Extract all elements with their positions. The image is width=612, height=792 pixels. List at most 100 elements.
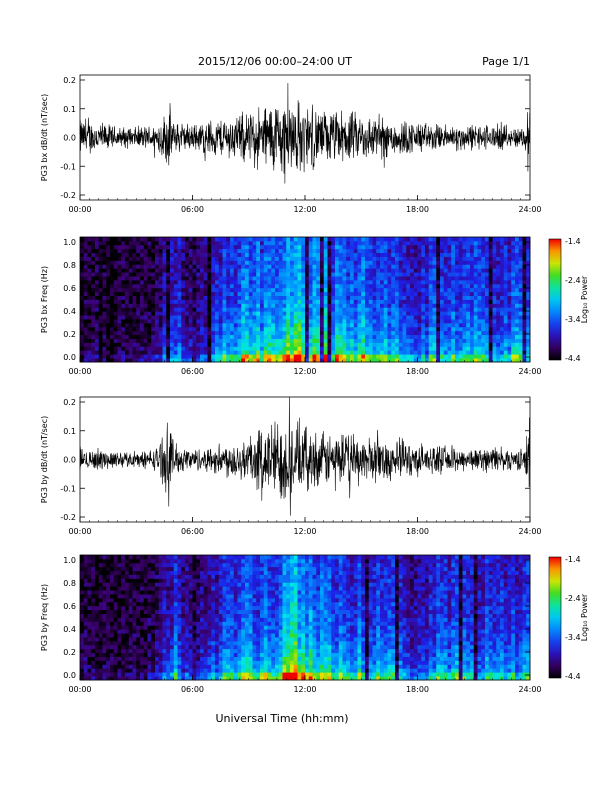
- spectrogram-cell: [462, 244, 467, 250]
- spectrogram-cell: [455, 240, 460, 246]
- spectrogram-cell: [338, 342, 343, 347]
- spectrogram-cell: [357, 315, 362, 320]
- spectrogram-cell: [503, 358, 508, 363]
- spectrogram-cell: [155, 237, 160, 242]
- spectrogram-cell: [518, 264, 523, 269]
- spectrogram-cell: [335, 268, 340, 273]
- spectrogram-cell: [263, 291, 268, 296]
- spectrogram-cell: [91, 322, 96, 328]
- spectrogram-cell: [155, 248, 160, 254]
- spectrogram-cell: [110, 629, 115, 634]
- spectrogram-cell: [166, 334, 171, 339]
- spectrogram-cell: [323, 268, 328, 273]
- spectrogram-cell: [177, 291, 182, 296]
- spectrogram-cell: [410, 279, 415, 285]
- spectrogram-cell: [428, 346, 433, 351]
- spectrogram-cell: [252, 279, 257, 285]
- spectrogram-cell: [335, 260, 340, 265]
- spectrogram-cell: [331, 252, 336, 257]
- spectrogram-cell: [222, 264, 227, 269]
- spectrogram-cell: [440, 252, 445, 257]
- spectrogram-cell: [372, 342, 377, 347]
- spectrogram-cell: [406, 303, 411, 308]
- spectrogram-cell: [338, 264, 343, 269]
- spectrogram-cell: [151, 668, 156, 673]
- spectrogram-cell: [455, 315, 460, 320]
- spectrogram-cell: [83, 664, 88, 669]
- spectrogram-cell: [211, 303, 216, 308]
- spectrogram-cell: [170, 244, 175, 250]
- spectrogram-cell: [338, 276, 343, 281]
- spectrogram-cell: [271, 256, 276, 261]
- spectrogram-cell: [91, 656, 96, 661]
- spectrogram-cell: [372, 334, 377, 339]
- spectrogram-cell: [98, 291, 103, 296]
- spectrogram-cell: [492, 295, 497, 300]
- spectrogram-cell: [218, 354, 223, 359]
- spectrogram-cell: [481, 256, 486, 261]
- spectrogram-cell: [80, 315, 85, 320]
- spectrogram-cell: [106, 590, 111, 595]
- spectrogram-cell: [417, 291, 422, 296]
- spectrogram-cell: [395, 287, 400, 293]
- spectrogram-cell: [91, 648, 96, 654]
- spectrogram-cell: [451, 326, 456, 332]
- spectrogram-cell: [196, 268, 201, 273]
- spectrogram-cell: [391, 338, 396, 343]
- spectrogram-cell: [83, 625, 88, 630]
- spectrogram-cell: [207, 279, 212, 285]
- spectrogram-cell: [387, 268, 392, 273]
- spectrogram-cell: [166, 276, 171, 281]
- spectrogram-cell: [305, 346, 310, 351]
- spectrogram-cell: [83, 570, 88, 575]
- spectrogram-cell: [132, 652, 137, 657]
- spectrogram-cell: [335, 279, 340, 285]
- spectrogram-cell: [432, 350, 437, 355]
- spectrogram-cell: [398, 311, 403, 316]
- spectrogram-cell: [241, 272, 246, 277]
- spectrogram-cell: [110, 664, 115, 669]
- spectrogram-cell: [518, 311, 523, 316]
- spectrogram-cell: [383, 342, 388, 347]
- spectrogram-cell: [338, 315, 343, 320]
- spectrogram-cell: [80, 354, 85, 359]
- spectrogram-cell: [95, 660, 100, 665]
- spectrogram-cell: [346, 252, 351, 257]
- spectrogram-cell: [233, 295, 238, 300]
- spectrogram-cell: [110, 676, 115, 681]
- spectrogram-cell: [151, 276, 156, 281]
- spectrogram-cell: [440, 311, 445, 316]
- spectrogram-cell: [233, 326, 238, 332]
- spectrogram-cell: [327, 346, 332, 351]
- spectrogram-cell: [361, 295, 366, 300]
- spectrogram-cell: [451, 334, 456, 339]
- spectrogram-cell: [207, 307, 212, 312]
- spectrogram-cell: [192, 279, 197, 285]
- spectrogram-cell: [200, 252, 205, 257]
- spectrogram-cell: [455, 256, 460, 261]
- spectrogram-cell: [95, 597, 100, 603]
- spectrogram-cell: [515, 358, 520, 363]
- spectrogram-cell: [421, 272, 426, 277]
- spectrogram-cell: [290, 350, 295, 355]
- spectrogram-cell: [357, 256, 362, 261]
- spectrogram-cell: [507, 237, 512, 242]
- spectrogram-cell: [342, 326, 347, 332]
- spectrogram-cell: [428, 260, 433, 265]
- spectrogram-cell: [136, 303, 141, 308]
- spectrogram-cell: [335, 330, 340, 336]
- spectrogram-cell: [312, 264, 317, 269]
- spectrogram-cell: [473, 252, 478, 257]
- spectrogram-cell: [136, 555, 141, 560]
- spectrogram-cell: [278, 279, 283, 285]
- spectrogram-cell: [451, 268, 456, 273]
- spectrogram-cell: [425, 295, 430, 300]
- spectrogram-cell: [106, 605, 111, 611]
- spectrogram-cell: [91, 555, 96, 560]
- spectrogram-cell: [432, 358, 437, 363]
- spectrogram-cell: [132, 601, 137, 607]
- spectrogram-cell: [170, 350, 175, 355]
- spectrogram-cell: [346, 319, 351, 324]
- spectrogram-cell: [125, 597, 130, 603]
- spectrogram-cell: [106, 354, 111, 359]
